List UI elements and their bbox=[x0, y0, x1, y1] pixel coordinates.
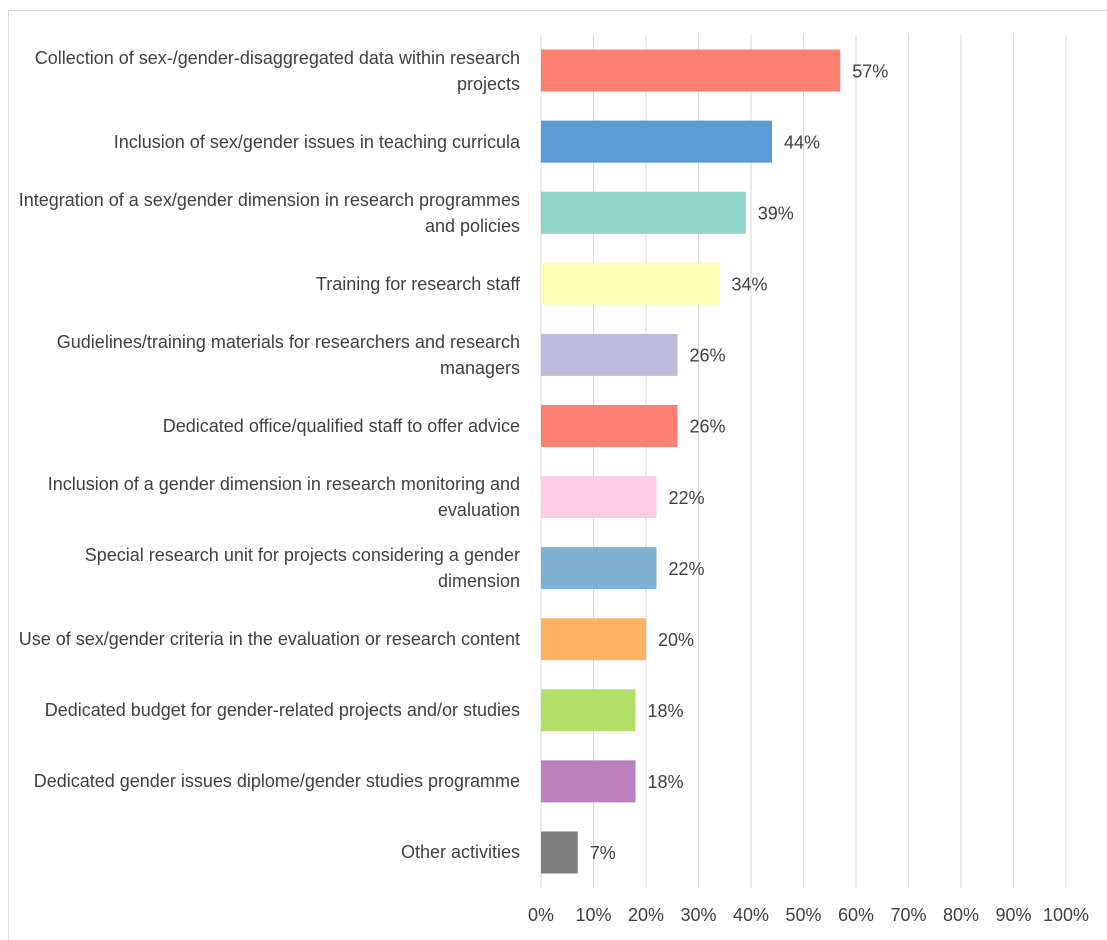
x-tick-label: 100% bbox=[1043, 905, 1089, 925]
category-label: Other activities bbox=[400, 842, 520, 863]
bar bbox=[541, 689, 636, 732]
category-label: Special research unit for projects consi… bbox=[84, 545, 520, 592]
category-label: Inclusion of sex/gender issues in teachi… bbox=[113, 131, 520, 152]
value-label: 26% bbox=[690, 346, 726, 366]
category-label: Integration of a sex/gender dimension in… bbox=[18, 189, 520, 236]
x-tick-label: 30% bbox=[680, 905, 716, 925]
value-label: 18% bbox=[648, 701, 684, 721]
bar bbox=[541, 831, 578, 874]
value-label: 57% bbox=[852, 61, 888, 81]
x-tick-label: 80% bbox=[943, 905, 979, 925]
bar bbox=[541, 120, 772, 163]
bar bbox=[541, 618, 646, 661]
value-label: 26% bbox=[690, 417, 726, 437]
category-label: Use of sex/gender criteria in the evalua… bbox=[18, 629, 520, 650]
x-tick-label: 10% bbox=[575, 905, 611, 925]
value-label: 44% bbox=[784, 132, 820, 152]
bar bbox=[541, 547, 657, 590]
value-label: 7% bbox=[590, 843, 616, 863]
value-label: 22% bbox=[669, 488, 705, 508]
value-label: 20% bbox=[658, 630, 694, 650]
x-tick-label: 40% bbox=[733, 905, 769, 925]
bar bbox=[541, 333, 678, 376]
bar bbox=[541, 191, 746, 234]
category-label: Dedicated office/qualified staff to offe… bbox=[162, 415, 520, 436]
chart-frame bbox=[8, 10, 1107, 940]
category-label: Inclusion of a gender dimension in resea… bbox=[47, 474, 520, 521]
x-tick-label: 20% bbox=[628, 905, 664, 925]
bar bbox=[541, 404, 678, 447]
x-tick-label: 0% bbox=[528, 905, 554, 925]
bar bbox=[541, 476, 657, 519]
x-tick-label: 60% bbox=[838, 905, 874, 925]
bar bbox=[541, 49, 841, 92]
value-label: 22% bbox=[669, 559, 705, 579]
category-label: Collection of sex-/gender-disaggregated … bbox=[34, 47, 520, 94]
category-label: Dedicated budget for gender-related proj… bbox=[44, 700, 520, 721]
category-label: Gudielines/training materials for resear… bbox=[56, 331, 520, 378]
bar bbox=[541, 760, 636, 803]
value-label: 39% bbox=[758, 203, 794, 223]
value-label: 34% bbox=[732, 275, 768, 295]
category-label: Dedicated gender issues diplome/gender s… bbox=[33, 771, 520, 792]
x-tick-label: 70% bbox=[890, 905, 926, 925]
x-tick-label: 90% bbox=[995, 905, 1031, 925]
bar bbox=[541, 262, 720, 305]
category-label: Training for research staff bbox=[315, 273, 520, 294]
value-label: 18% bbox=[648, 772, 684, 792]
x-tick-label: 50% bbox=[785, 905, 821, 925]
